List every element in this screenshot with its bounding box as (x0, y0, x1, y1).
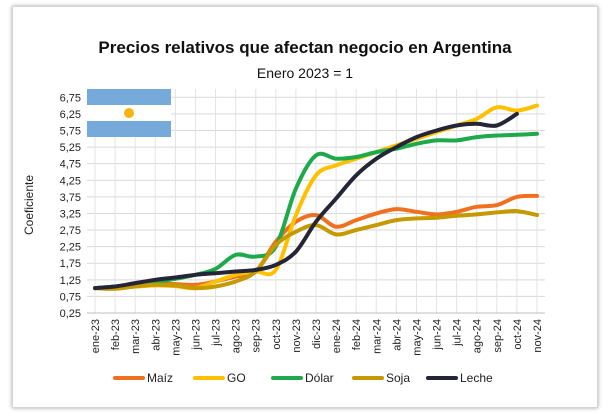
x-tick-label: sep-24 (492, 319, 504, 353)
legend-label-leche: Leche (460, 371, 493, 385)
y-tick-label: 2,25 (60, 242, 81, 254)
y-tick-label: 1,25 (60, 275, 81, 287)
x-axis-ticks: ene-23 feb-23 mar-23 abr-23 may-23 jun-23 jul-… (90, 319, 544, 356)
y-tick-label: 5,25 (60, 142, 81, 154)
series-line-leche (93, 111, 519, 291)
x-tick-label: abr-24 (391, 319, 403, 351)
x-tick-label: dic-23 (311, 319, 323, 349)
legend: Maíz GO Dólar Soja Leche (113, 371, 493, 385)
y-tick-label: 1,75 (60, 258, 81, 270)
legend-label-maiz: Maíz (147, 371, 173, 385)
x-tick-label: jul-23 (211, 319, 223, 347)
y-tick-label: 0,25 (60, 308, 81, 320)
y-tick-label: 6,25 (60, 109, 81, 121)
y-axis-label: Coeficiente (22, 175, 36, 235)
y-tick-label: 3,75 (60, 192, 81, 204)
chart-frame: Precios relativos que afectan negocio en… (12, 6, 598, 408)
y-tick-label: 4,75 (60, 159, 81, 171)
x-tick-label: feb-23 (110, 319, 122, 350)
chart: Precios relativos que afectan negocio en… (22, 38, 545, 385)
y-tick-label: 2,75 (60, 225, 81, 237)
x-tick-label: feb-24 (351, 319, 363, 350)
series-lines (93, 103, 539, 291)
y-tick-label: 6,75 (60, 92, 81, 104)
y-axis-ticks: 0,25 0,75 1,25 1,75 2,25 2,75 3,25 3,75 4,25 4,75… (60, 92, 81, 320)
x-tick-label: ago-23 (231, 319, 243, 353)
y-tick-label: 0,75 (60, 291, 81, 303)
x-tick-label: jun-23 (190, 319, 202, 351)
x-tick-label: jun-24 (432, 319, 444, 351)
x-tick-label: abr-23 (150, 319, 162, 351)
x-tick-label: oct-24 (512, 319, 524, 350)
x-tick-label: may-23 (170, 319, 182, 356)
legend-label-soja: Soja (386, 371, 410, 385)
x-tick-label: mar-24 (371, 319, 383, 354)
x-tick-label: may-24 (411, 319, 423, 356)
x-tick-label: ago-24 (472, 319, 484, 353)
x-tick-label: jul-24 (452, 319, 464, 347)
y-tick-label: 5,75 (60, 125, 81, 137)
argentina-flag-icon (87, 89, 171, 137)
y-tick-label: 4,25 (60, 175, 81, 187)
x-tick-label: ene-24 (331, 319, 343, 353)
x-tick-label: ene-23 (90, 319, 102, 353)
x-tick-label: nov-23 (291, 319, 303, 353)
y-tick-label: 3,25 (60, 208, 81, 220)
chart-subtitle: Enero 2023 = 1 (257, 65, 353, 81)
x-tick-label: nov-24 (532, 319, 544, 353)
chart-title: Precios relativos que afectan negocio en… (98, 38, 512, 57)
x-tick-label: mar-23 (130, 319, 142, 354)
x-tick-label: oct-23 (271, 319, 283, 350)
x-tick-label: sep-23 (251, 319, 263, 353)
legend-label-dolar: Dólar (305, 371, 334, 385)
legend-label-go: GO (227, 371, 246, 385)
